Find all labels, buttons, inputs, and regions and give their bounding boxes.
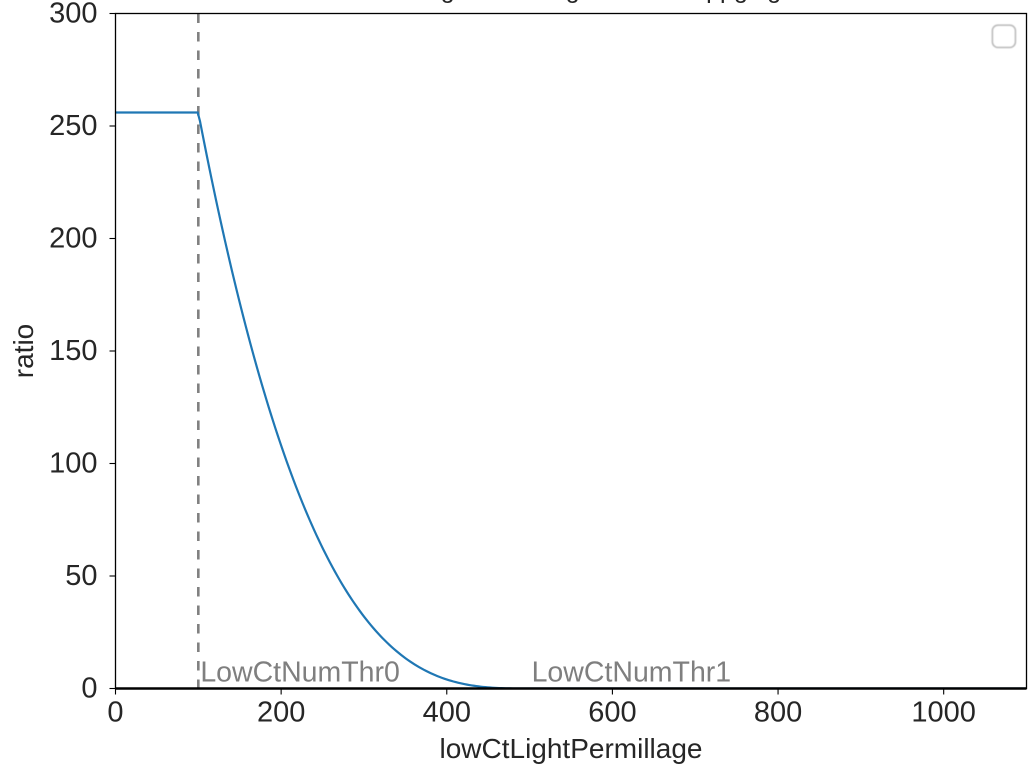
svg-text:250: 250 xyxy=(49,110,97,142)
svg-text:lowCtLightPermillage: lowCtLightPermillage xyxy=(439,733,702,764)
svg-text:LowCtNumThr1: LowCtNumThr1 xyxy=(532,657,732,689)
svg-text:200: 200 xyxy=(49,223,97,255)
svg-text:ratio: ratio xyxy=(8,324,39,378)
svg-text:200: 200 xyxy=(257,697,305,729)
svg-text:lowCtLightPermillage - ratio m: lowCtLightPermillage - ratio mappging xyxy=(359,0,781,4)
svg-text:100: 100 xyxy=(49,448,97,480)
svg-text:400: 400 xyxy=(423,697,471,729)
svg-text:0: 0 xyxy=(81,673,97,705)
svg-text:50: 50 xyxy=(65,560,97,592)
svg-text:150: 150 xyxy=(49,335,97,367)
svg-text:0: 0 xyxy=(107,697,123,729)
svg-text:1000: 1000 xyxy=(911,697,976,729)
svg-text:300: 300 xyxy=(49,0,97,30)
svg-text:800: 800 xyxy=(754,697,802,729)
svg-text:600: 600 xyxy=(588,697,636,729)
svg-text:LowCtNumThr0: LowCtNumThr0 xyxy=(200,657,400,689)
